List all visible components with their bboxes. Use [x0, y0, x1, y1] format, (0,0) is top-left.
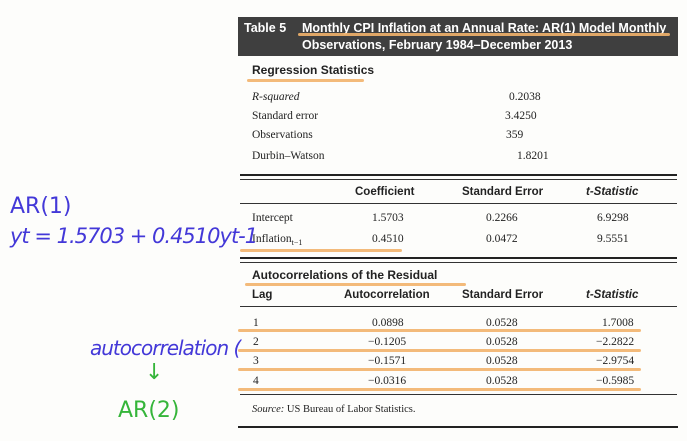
ac-header-lag: Lag — [252, 289, 273, 301]
reg-label-r-squared: R-squared — [252, 91, 300, 103]
ac-t-lag-1: 1.7008 — [602, 317, 634, 329]
ac-header-autocorrelation: Autocorrelation — [344, 289, 430, 301]
coef-value-intercept: 1.5703 — [372, 212, 404, 224]
table-bottom-rule — [238, 426, 678, 428]
se-value-inflation: 0.0472 — [486, 233, 518, 245]
reg-value-standard-error: 3.4250 — [505, 110, 537, 122]
ac-se-lag-1: 0.0528 — [486, 317, 518, 329]
source-note: Source: US Bureau of Labor Statistics. — [252, 404, 416, 415]
t-value-intercept: 6.9298 — [597, 212, 629, 224]
ac-value-lag-4: −0.0316 — [368, 375, 407, 387]
t-value-inflation: 9.5551 — [597, 233, 629, 245]
coef-header-t-statistic: t-Statistic — [586, 186, 639, 198]
header-rule — [240, 203, 677, 204]
ac-header-t-statistic: t-Statistic — [586, 289, 639, 301]
ac-se-lag-3: 0.0528 — [486, 355, 518, 367]
coef-label-intercept: Intercept — [252, 212, 293, 224]
title-highlight — [298, 33, 670, 36]
header-rule — [240, 306, 677, 307]
coef-value-inflation: 0.4510 — [372, 233, 404, 245]
inflation-subscript: t−1 — [291, 238, 303, 247]
handwritten-ar1-equation: yt = 1.5703 + 0.4510yt-1 — [10, 224, 258, 248]
handwritten-ar1-label: AR(1) — [10, 194, 72, 219]
lag-row-highlight — [238, 329, 641, 332]
ac-t-lag-4: −0.5985 — [596, 375, 635, 387]
lag-row-highlight — [238, 349, 641, 352]
lag-row-highlight — [238, 368, 641, 371]
regression-heading: Regression Statistics — [252, 63, 375, 77]
table-title-bar: Table 5 Monthly CPI Inflation at an Annu… — [238, 17, 678, 56]
reg-label-observations: Observations — [252, 129, 313, 141]
ac-lag-3: 3 — [253, 355, 259, 367]
ac-lag-1: 1 — [253, 317, 259, 329]
handwritten-ar2-label: AR(2) — [118, 398, 180, 423]
reg-label-durbin-watson: Durbin–Watson — [252, 150, 325, 162]
table-number: Table 5 — [244, 21, 287, 35]
handwritten-autocorr-note: autocorrelation ( — [90, 336, 241, 360]
reg-value-r-squared: 0.2038 — [509, 91, 541, 103]
section-rule — [240, 174, 677, 176]
regression-heading-highlight — [247, 79, 364, 82]
se-value-intercept: 0.2266 — [486, 212, 518, 224]
ac-t-lag-3: −2.9754 — [596, 355, 635, 367]
ac-header-standard-error: Standard Error — [462, 289, 544, 301]
section-rule — [240, 262, 677, 263]
coef-header-standard-error: Standard Error — [462, 186, 544, 198]
table-title-line2: Observations, February 1984–December 201… — [302, 38, 573, 52]
autocorr-heading: Autocorrelations of the Residual — [252, 268, 438, 282]
ac-value-lag-2: −0.1205 — [368, 336, 407, 348]
reg-value-durbin-watson: 1.8201 — [517, 150, 549, 162]
section-rule — [240, 179, 677, 180]
ac-value-lag-1: 0.0898 — [372, 317, 404, 329]
autocorr-heading-highlight — [245, 283, 466, 286]
ac-lag-2: 2 — [253, 336, 259, 348]
section-rule — [240, 257, 677, 259]
ac-t-lag-2: −2.2822 — [596, 336, 635, 348]
ac-lag-4: 4 — [253, 375, 259, 387]
coef-header-coefficient: Coefficient — [355, 186, 415, 198]
table-rule — [240, 394, 677, 395]
table-title-line1: Monthly CPI Inflation at an Annual Rate:… — [302, 21, 667, 35]
reg-value-observations: 359 — [506, 129, 524, 141]
ac-se-lag-2: 0.0528 — [486, 336, 518, 348]
lag-row-highlight — [238, 388, 641, 391]
reg-label-standard-error: Standard error — [252, 110, 319, 122]
ac-value-lag-3: −0.1571 — [368, 355, 407, 367]
ac-se-lag-4: 0.0528 — [486, 375, 518, 387]
down-arrow-icon: ↓ — [145, 360, 164, 385]
coef-label-inflation: Inflationt−1 — [252, 233, 303, 247]
inflation-row-highlight — [240, 249, 402, 252]
